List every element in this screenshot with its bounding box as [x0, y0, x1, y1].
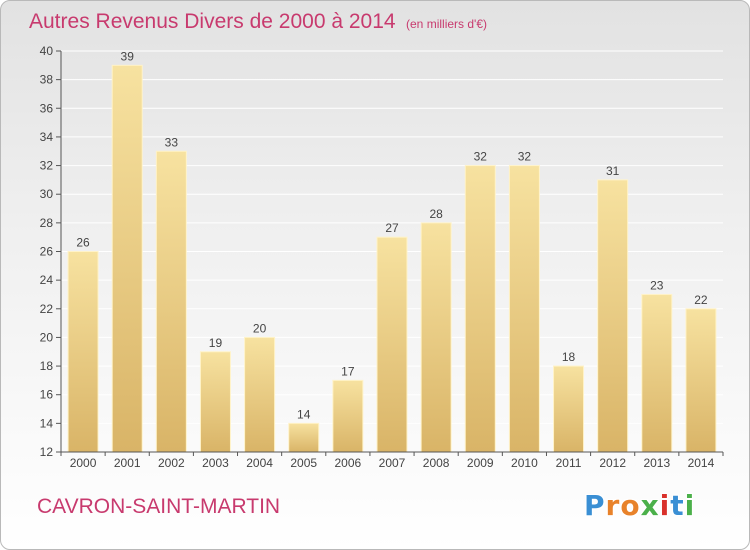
bar	[67, 251, 99, 453]
x-tick-label: 2007	[379, 456, 406, 470]
y-tick-label: 30	[40, 187, 54, 201]
logo-letter: i	[659, 489, 671, 522]
y-tick-label: 34	[40, 130, 54, 144]
bar	[332, 379, 364, 453]
data-label: 14	[297, 407, 311, 421]
bar	[553, 365, 585, 453]
bar	[288, 422, 320, 453]
data-label: 26	[76, 236, 90, 250]
logo-letter: P	[584, 489, 606, 522]
x-tick-label: 2014	[688, 456, 715, 470]
y-tick-label: 36	[40, 101, 54, 115]
bars	[67, 64, 717, 453]
data-label: 28	[429, 207, 443, 221]
y-tick-label: 22	[40, 302, 54, 316]
bar	[464, 165, 496, 453]
x-tick-label: 2003	[202, 456, 229, 470]
x-tick-label: 2008	[423, 456, 450, 470]
bar	[111, 64, 143, 453]
data-label: 18	[562, 350, 576, 364]
data-label: 22	[694, 293, 708, 307]
x-tick-label: 2013	[643, 456, 670, 470]
proxiti-logo: Proxiti	[584, 489, 695, 522]
y-tick-label: 18	[40, 359, 54, 373]
data-label: 23	[650, 278, 664, 292]
data-label: 39	[121, 49, 135, 63]
data-label: 32	[474, 150, 488, 164]
y-tick-label: 38	[40, 73, 54, 87]
chart-title: Autres Revenus Divers de 2000 à 2014	[29, 10, 396, 33]
y-tick-label: 40	[40, 44, 54, 58]
x-tick-label: 2010	[511, 456, 538, 470]
x-tick-label: 2004	[246, 456, 273, 470]
y-tick-label: 32	[40, 159, 54, 173]
bar	[155, 150, 187, 453]
y-tick-label: 16	[40, 388, 54, 402]
logo-letter: x	[640, 489, 660, 522]
y-tick-label: 28	[40, 216, 54, 230]
data-label: 20	[253, 321, 267, 335]
bar	[199, 351, 231, 453]
x-tick-label: 2001	[114, 456, 141, 470]
data-label: 17	[341, 364, 355, 378]
data-label: 31	[606, 164, 620, 178]
data-label: 32	[518, 150, 532, 164]
data-label: 19	[209, 336, 223, 350]
x-tick-label: 2012	[599, 456, 626, 470]
y-tick-label: 26	[40, 245, 54, 259]
bar	[244, 336, 276, 453]
logo-letter: i	[684, 489, 696, 522]
y-tick-label: 24	[40, 273, 54, 287]
axes	[56, 50, 724, 456]
logo-letter: r	[605, 489, 621, 522]
data-label: 33	[165, 135, 179, 149]
bar	[420, 222, 452, 453]
x-tick-label: 2005	[290, 456, 317, 470]
logo-letter: t	[670, 489, 685, 522]
x-tick-label: 2002	[158, 456, 185, 470]
x-tick-label: 2006	[335, 456, 362, 470]
y-tick-label: 20	[40, 330, 54, 344]
labels: 12 14 16 18 20 22 24 26 28 30 32 34 36 38 40 26 2000 39 20…	[40, 44, 715, 470]
data-label: 27	[385, 221, 399, 235]
bar	[508, 165, 540, 453]
bar	[641, 293, 673, 453]
y-tick-label: 12	[40, 445, 54, 459]
logo-letter: o	[620, 489, 641, 522]
x-tick-label: 2009	[467, 456, 494, 470]
chart-title-unit: (en milliers d'€)	[406, 17, 487, 31]
bar	[685, 308, 717, 453]
commune-name: CAVRON-SAINT-MARTIN	[37, 495, 281, 518]
chart-title-row: Autres Revenus Divers de 2000 à 2014 (en…	[29, 10, 487, 34]
bar	[376, 236, 408, 453]
y-tick-label: 14	[40, 416, 54, 430]
bar	[597, 179, 629, 453]
x-tick-label: 2011	[556, 456, 582, 470]
x-tick-label: 2000	[70, 456, 97, 470]
